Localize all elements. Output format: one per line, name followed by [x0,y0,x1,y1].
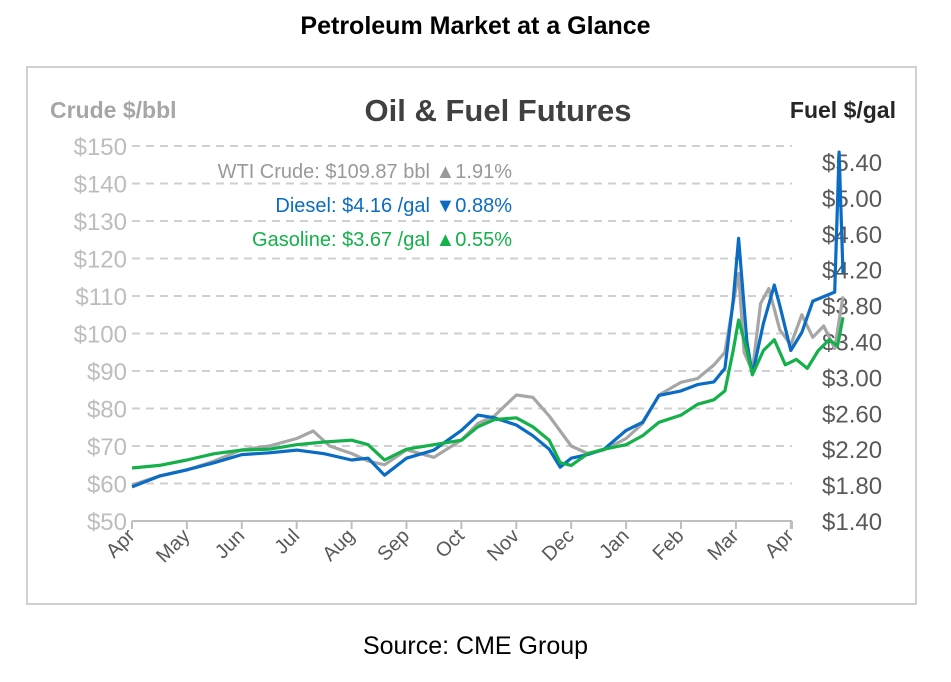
left-tick-label: $140 [74,172,127,199]
right-tick-label: $2.20 [822,437,882,464]
x-tick-label: Oct [431,525,469,563]
left-tick-label: $100 [74,322,127,349]
right-tick-label: $5.00 [822,186,882,213]
x-tick-label: Jul [271,525,305,559]
chart-title: Oil & Fuel Futures [365,93,632,128]
x-tick-label: Feb [649,525,689,565]
right-tick-label: $4.20 [822,258,882,285]
left-tick-label: $130 [74,209,127,236]
left-tick-label: $80 [87,397,127,424]
x-tick-label: Aug [318,525,359,566]
x-tick-label: Nov [483,525,524,566]
left-tick-label: $110 [75,284,127,311]
right-tick-label: $1.40 [822,509,882,536]
page-title: Petroleum Market at a Glance [300,12,651,40]
legend-entry: WTI Crude: $109.87 bbl ▲1.91% [218,161,513,183]
x-tick-label: Sep [373,525,414,566]
x-tick-label: Jan [595,525,633,563]
x-tick-label: Jun [211,525,249,563]
right-tick-label: $2.60 [822,401,882,428]
left-axis-label: Crude $/bbl [50,97,177,123]
series-line-gasoline [131,316,845,470]
right-tick-label: $4.60 [822,222,882,249]
x-tick-label: Mar [704,525,744,565]
left-tick-label: $70 [87,434,127,461]
right-axis-label: Fuel $/gal [790,97,896,123]
left-tick-label: $90 [87,359,127,386]
left-tick-label: $150 [74,134,127,161]
series-line-wti-crude [131,271,845,487]
legend-entry: Gasoline: $3.67 /gal ▲0.55% [252,229,512,251]
right-tick-label: $5.40 [822,150,882,177]
left-tick-label: $50 [87,509,127,536]
right-tick-label: $1.80 [822,473,882,500]
right-tick-label: $3.00 [822,365,882,392]
right-tick-label: $3.80 [822,294,882,321]
x-tick-label: Apr [761,525,799,563]
left-tick-label: $60 [87,472,127,499]
x-tick-label: May [152,525,194,567]
left-tick-label: $120 [74,247,127,274]
chart-frame [26,66,917,605]
x-tick-label: Dec [538,525,579,566]
source-note: Source: CME Group [362,632,589,660]
legend-entry: Diesel: $4.16 /gal ▼0.88% [275,195,512,217]
